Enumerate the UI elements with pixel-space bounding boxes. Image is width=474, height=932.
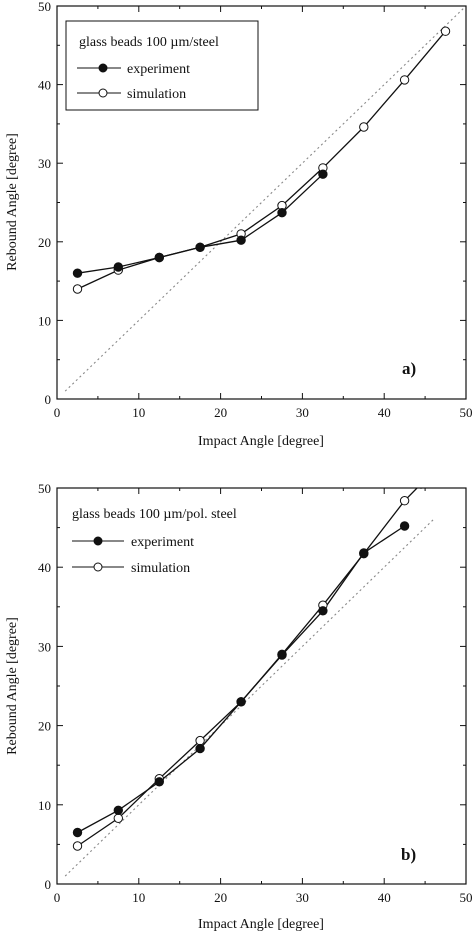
y-axis-label: Rebound Angle [degree] bbox=[5, 617, 20, 755]
y-tick-label: 30 bbox=[38, 156, 51, 171]
x-tick-label: 10 bbox=[132, 405, 145, 420]
x-tick-label: 50 bbox=[460, 405, 473, 420]
data-point-experiment bbox=[359, 548, 369, 558]
data-point-simulation bbox=[418, 488, 424, 489]
data-point-simulation bbox=[440, 26, 451, 36]
x-tick-label: 30 bbox=[296, 405, 309, 420]
legend-marker-open bbox=[98, 88, 108, 98]
legend-entry-experiment: experiment bbox=[77, 62, 190, 77]
data-point-experiment bbox=[399, 521, 410, 531]
x-tick-label: 0 bbox=[54, 890, 61, 905]
data-point-experiment bbox=[154, 777, 165, 787]
data-point-experiment bbox=[236, 235, 246, 245]
data-point-experiment bbox=[236, 697, 246, 707]
legend-label: simulation bbox=[127, 87, 186, 102]
chart-panel-a: Impact Angle [degree] Rebound Angle [deg… bbox=[5, 0, 473, 449]
chart-panel-b: Impact Angle [degree] Rebound Angle [deg… bbox=[5, 481, 473, 932]
y-tick-label: 20 bbox=[38, 719, 51, 734]
legend-title: glass beads 100 µm/pol. steel bbox=[72, 507, 237, 522]
data-point-simulation bbox=[359, 122, 369, 132]
data-point-experiment bbox=[72, 827, 83, 838]
legend-marker-filled bbox=[98, 63, 108, 73]
y-tick-label: 20 bbox=[38, 235, 51, 250]
plot-area bbox=[64, 6, 466, 392]
x-axis-label: Impact Angle [degree] bbox=[198, 434, 324, 449]
legend-box bbox=[65, 20, 259, 111]
x-tick-label: 30 bbox=[296, 890, 309, 905]
x-tick-label: 40 bbox=[378, 890, 391, 905]
y-tick-label: 30 bbox=[38, 639, 51, 654]
y-tick-label: 50 bbox=[38, 481, 51, 496]
y-tick-label: 0 bbox=[45, 392, 52, 407]
y-axis-label: Rebound Angle [degree] bbox=[5, 133, 20, 271]
reference-diagonal-line bbox=[64, 519, 434, 877]
x-axis-label: Impact Angle [degree] bbox=[198, 917, 324, 932]
x-tick-label: 50 bbox=[460, 890, 473, 905]
data-point-experiment bbox=[318, 606, 328, 616]
y-tick-label: 50 bbox=[38, 0, 51, 14]
data-point-simulation bbox=[72, 841, 83, 851]
legend-title: glass beads 100 µm/steel bbox=[79, 35, 219, 50]
legend-marker-filled bbox=[93, 536, 103, 546]
x-tick-label: 20 bbox=[214, 890, 227, 905]
data-point-experiment bbox=[318, 169, 328, 179]
y-tick-label: 40 bbox=[38, 78, 51, 93]
data-point-experiment bbox=[113, 805, 124, 815]
x-tick-label: 40 bbox=[378, 405, 391, 420]
legend-label: simulation bbox=[131, 561, 190, 576]
panel-label: b) bbox=[401, 845, 416, 864]
legend-marker-open bbox=[93, 562, 103, 572]
y-tick-label: 0 bbox=[45, 877, 52, 892]
data-point-experiment bbox=[72, 268, 83, 278]
data-point-simulation bbox=[195, 735, 205, 746]
data-point-experiment bbox=[195, 242, 205, 253]
x-tick-label: 20 bbox=[214, 405, 227, 420]
data-point-simulation bbox=[399, 496, 410, 506]
x-tick-label: 0 bbox=[54, 405, 61, 420]
legend-entry-experiment: experiment bbox=[72, 535, 194, 550]
panel-label: a) bbox=[402, 359, 416, 378]
plot-area bbox=[64, 488, 434, 877]
legend-entry-simulation: simulation bbox=[77, 87, 186, 102]
y-tick-label: 40 bbox=[38, 560, 51, 575]
data-point-experiment bbox=[277, 208, 287, 218]
y-tick-label: 10 bbox=[38, 313, 51, 328]
legend-label: experiment bbox=[127, 62, 190, 77]
data-point-experiment bbox=[277, 650, 287, 660]
y-tick-label: 10 bbox=[38, 798, 51, 813]
x-tick-label: 10 bbox=[132, 890, 145, 905]
data-point-experiment bbox=[154, 252, 165, 263]
legend-label: experiment bbox=[131, 535, 194, 550]
data-point-simulation bbox=[72, 284, 83, 294]
data-point-simulation bbox=[113, 813, 124, 823]
legend-entry-simulation: simulation bbox=[72, 561, 190, 576]
data-point-simulation bbox=[399, 75, 410, 85]
series-line-simulation bbox=[77, 30, 446, 290]
data-point-experiment bbox=[195, 743, 205, 754]
data-point-experiment bbox=[113, 262, 124, 272]
